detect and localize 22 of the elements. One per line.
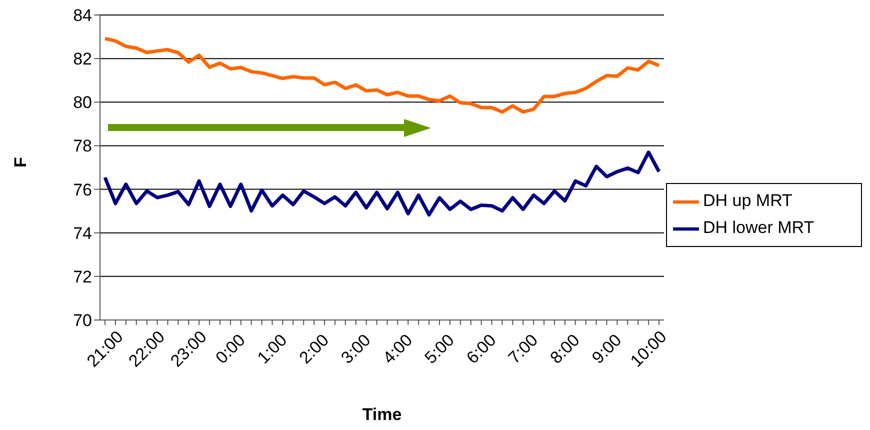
line-series (103, 150, 661, 217)
x-tick-label: 3:00 (337, 330, 374, 368)
y-tick-label: 78 (73, 136, 92, 156)
legend-label: DH lower MRT (703, 218, 814, 237)
x-tick-label: 0:00 (212, 330, 249, 368)
x-tick-label: 5:00 (421, 330, 458, 368)
x-tick-label: 6:00 (462, 330, 500, 368)
y-tick-label: 70 (73, 311, 92, 330)
y-tick-label: 72 (73, 267, 92, 286)
y-tick-label: 76 (73, 180, 92, 200)
y-axis-title: F (11, 157, 30, 168)
y-tick-label: 80 (73, 93, 92, 112)
line-series (103, 36, 661, 114)
y-tick-label: 84 (73, 6, 92, 26)
x-tick-label: 7:00 (504, 330, 542, 368)
x-axis-title: Time (362, 405, 402, 424)
legend-label: DH up MRT (703, 191, 792, 210)
x-tick-label: 9:00 (588, 330, 626, 368)
x-tick-label: 8:00 (546, 330, 584, 368)
x-tick-label: 4:00 (379, 330, 416, 368)
y-tick-label: 74 (73, 224, 92, 243)
y-tick-label: 82 (73, 50, 92, 69)
